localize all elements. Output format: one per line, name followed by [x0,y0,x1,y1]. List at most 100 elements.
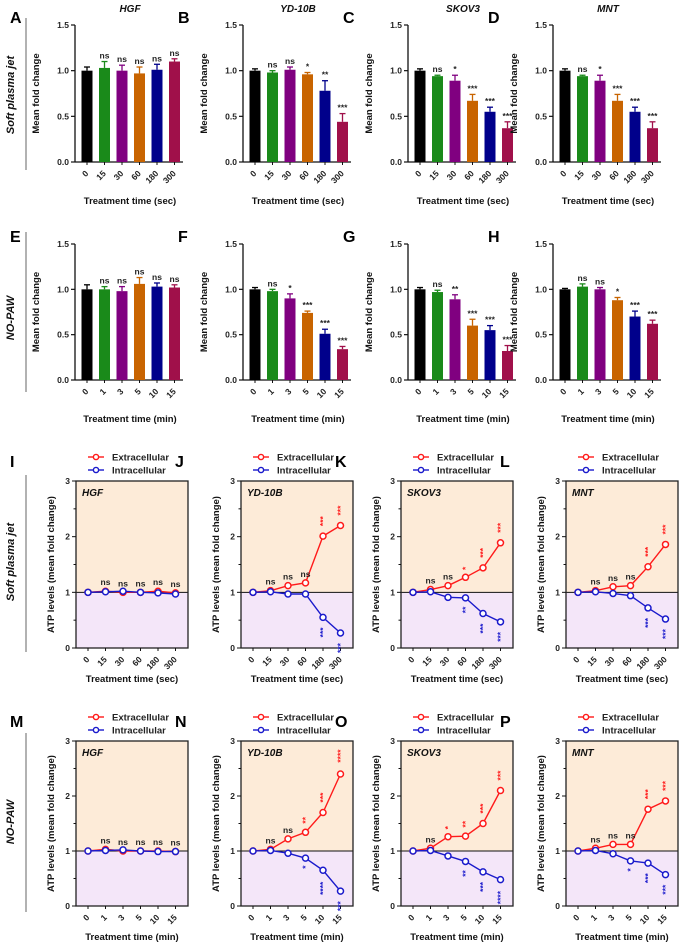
bar [577,76,588,162]
bar [302,312,313,380]
y-axis-label: ATP levels (mean fold change) [46,755,57,892]
legend-label: Extracellular [602,453,659,464]
bar [267,291,278,380]
x-tick-label: 15 [330,912,344,926]
intracellular-point [284,590,292,598]
panel-letter: K [335,454,347,471]
significance-label: ns [626,830,636,840]
bar [449,80,461,162]
significance-label: ns [283,825,293,835]
x-tick-label: 60 [129,168,143,182]
upper-region [76,481,188,593]
significance-label: ns [152,53,162,63]
intracellular-point [119,846,127,854]
significance-label: *** [613,83,624,93]
significance-label: ** [452,284,459,294]
extracellular-point [444,832,452,841]
bar [449,299,461,380]
significance-label: ns [301,569,311,579]
significance-label: * [461,566,471,570]
bar [647,323,658,380]
significance-label: ns [591,834,601,844]
bar [629,111,641,162]
significance-label: **** [336,749,346,763]
extracellular-point [479,564,487,572]
extracellular-point [461,832,470,840]
legend-marker [257,466,265,474]
intracellular-point [84,847,92,855]
significance-label: ns [426,576,436,586]
panel-b: B YD-10B 0.0 0.5 1.0 1.5 Mean fold change 0 15 ns… [178,4,351,207]
upper-region [241,741,353,851]
legend-marker [582,726,590,734]
significance-label: ns [433,64,443,74]
extracellular-point [644,562,652,571]
intracellular-point [479,609,487,618]
intracellular-point [591,588,600,596]
panel-title: YD-10B [280,4,316,15]
y-tick-label: 1 [555,846,560,856]
significance-label: ** [322,70,329,80]
bar [612,300,623,380]
y-axis-label: ATP levels (mean fold change) [211,755,222,892]
lower-region [401,592,513,648]
significance-label: ns [118,578,128,588]
y-axis-label: ATP levels (mean fold change) [536,496,547,633]
x-tick-label: 180 [476,168,493,185]
significance-label: ns [443,572,453,582]
y-tick-label: 3 [555,736,560,746]
x-tick-label: 15 [332,386,346,400]
intracellular-point [644,859,652,867]
significance-label: * [616,286,620,296]
significance-label: *** [478,881,488,892]
intracellular-point [444,852,452,860]
bar [99,67,110,162]
intracellular-point [426,846,435,855]
intracellular-point [154,847,162,856]
y-tick-label: 1 [555,587,560,597]
significance-label: *** [468,308,479,318]
panel-letter: H [488,229,500,246]
y-tick-label: 1.0 [535,284,547,294]
extracellular-point [336,521,345,530]
intracellular-point [136,847,145,855]
bar [284,69,296,162]
panel-f: F 0.0 0.5 1.0 1.5 Mean fold change 0 1 ns 3 * 5 *** 1… [178,229,351,425]
y-tick-label: 2 [230,791,235,801]
x-tick-label: 1 [430,386,441,397]
significance-label: *** [496,631,506,642]
y-tick-label: 0.0 [390,375,402,385]
significance-label: ns [153,577,163,587]
y-tick-label: 1.0 [225,284,237,294]
bar [612,100,623,162]
x-tick-label: 0 [248,386,259,397]
lower-region [566,851,678,906]
x-tick-label: 0 [81,912,92,923]
bar [337,349,348,380]
significance-label: ns [170,274,180,284]
intracellular-point [409,847,417,855]
bar [414,70,426,162]
x-tick-label: 1 [575,386,586,397]
legend-label: Intracellular [112,466,166,477]
intracellular-point [661,870,670,879]
x-axis-label: Treatment time (sec) [251,674,343,685]
x-tick-label: 3 [441,912,452,923]
panel-letter: J [175,454,184,471]
significance-label: ns [152,272,162,282]
x-tick-label: 10 [315,386,329,400]
bar [249,289,261,380]
significance-label: ns [136,578,146,588]
y-tick-label: 0.5 [225,111,237,121]
bar [432,76,443,162]
extracellular-point [284,835,292,843]
x-tick-label: 15 [585,654,599,668]
x-tick-label: 30 [113,654,127,668]
x-axis-label: Treatment time (sec) [84,196,176,207]
bar [99,289,110,380]
y-tick-label: 1.5 [57,20,69,30]
significance-label: ** [461,606,471,613]
bar [116,70,128,162]
x-tick-label: 1 [265,386,276,397]
